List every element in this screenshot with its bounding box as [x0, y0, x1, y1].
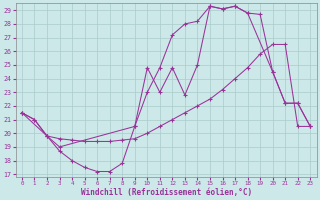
X-axis label: Windchill (Refroidissement éolien,°C): Windchill (Refroidissement éolien,°C) [81, 188, 252, 197]
